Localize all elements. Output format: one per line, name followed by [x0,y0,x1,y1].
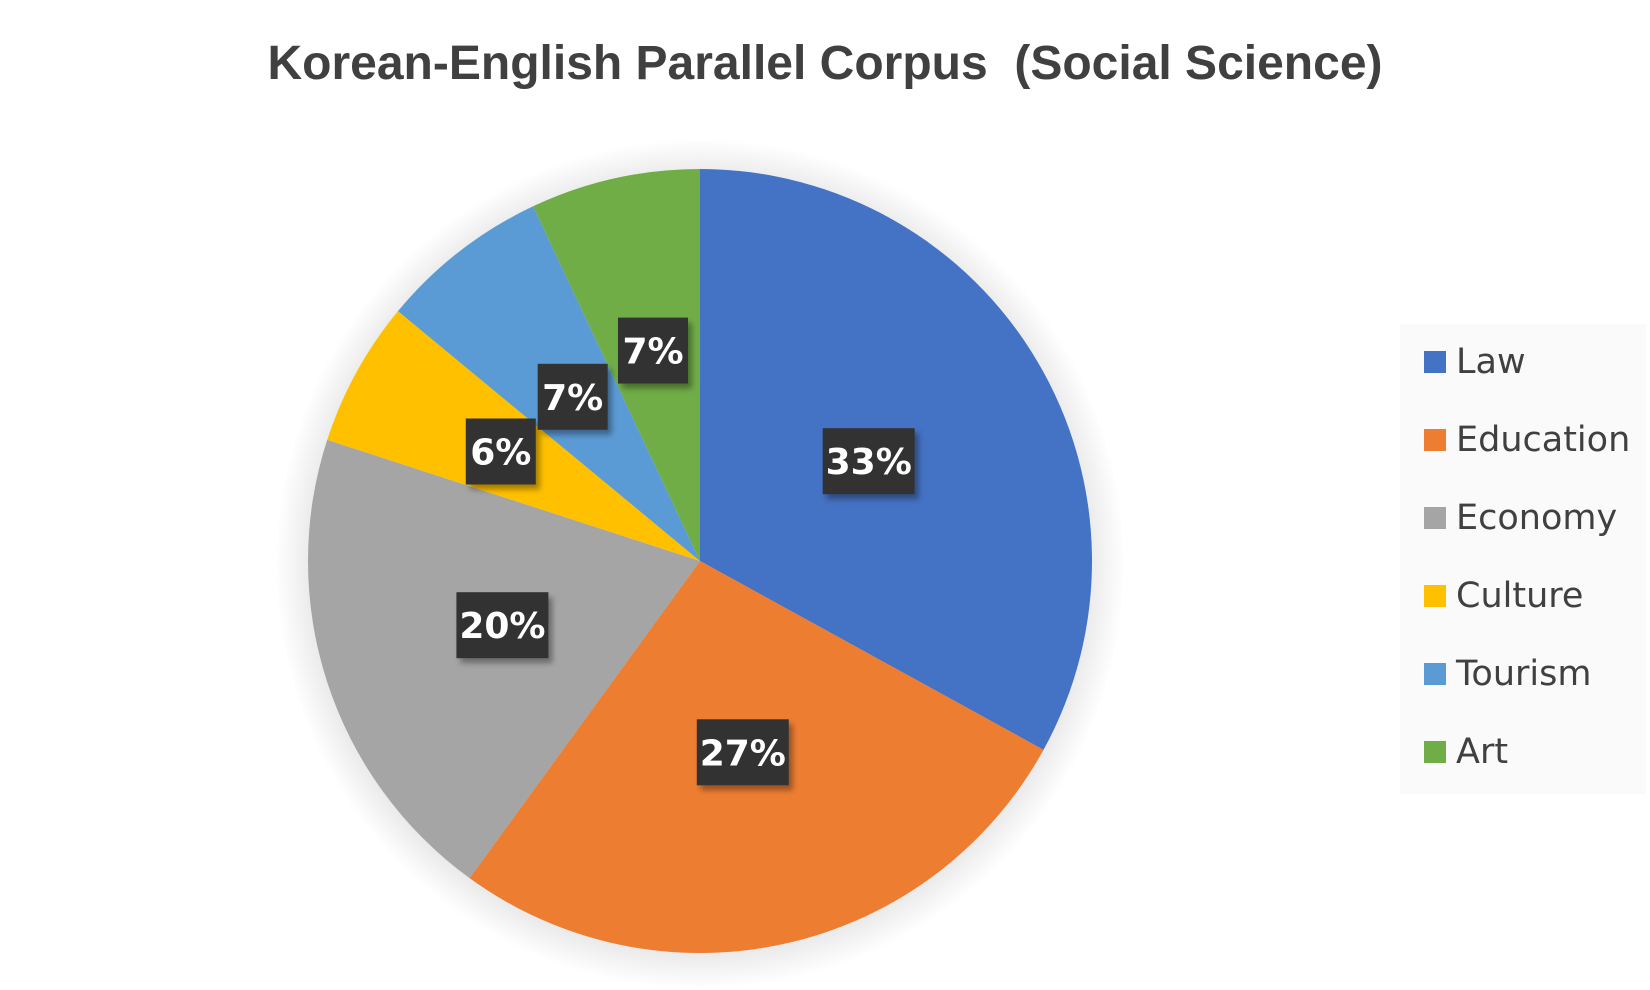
legend-label: Art [1456,732,1509,772]
data-label-box [696,719,789,786]
legend-item-tourism: Tourism [1424,654,1591,694]
legend-item-art: Art [1424,732,1508,772]
legend-label: Economy [1456,498,1618,538]
legend-item-culture: Culture [1424,576,1583,616]
data-label-law: 33% [822,428,915,495]
legend-swatch [1424,507,1446,529]
data-label-economy: 20% [456,592,549,659]
legend-item-economy: Economy [1424,498,1617,538]
data-label-box [822,428,915,495]
legend-swatch [1424,585,1446,607]
legend-item-law: Law [1424,342,1526,382]
pie-slice-art [533,169,700,561]
data-label-box [537,363,608,430]
legend-swatch [1424,429,1446,451]
data-label-box [465,418,536,485]
data-label-box [618,317,688,384]
data-label-text: 33% [826,442,912,483]
data-label-box [456,592,549,659]
data-label-culture: 6% [465,418,536,485]
legend-label: Tourism [1456,654,1592,694]
legend-label: Law [1456,342,1526,382]
data-label-text: 20% [459,606,545,647]
legend-swatch [1424,663,1446,685]
pie-slice-economy [308,439,700,879]
data-label-text: 6% [470,433,531,474]
data-label-text: 27% [700,733,786,774]
data-label-text: 7% [542,378,603,419]
pie-slices [308,169,1092,953]
data-label-art: 7% [618,317,688,384]
data-label-text: 7% [622,332,683,373]
legend-swatch [1424,741,1446,763]
legend-label: Education [1456,420,1631,460]
data-label-education: 27% [696,719,789,786]
legend-label: Culture [1456,576,1584,616]
legend-item-education: Education [1424,420,1630,460]
legend-swatch [1424,351,1446,373]
data-label-tourism: 7% [537,363,608,430]
data-labels: 33% 27% 20% 6% 7% 7% [456,317,915,786]
legend: Law Education Economy Culture Tourism Art [1400,324,1646,794]
chart-title: Korean-English Parallel Corpus (Social S… [267,37,1383,90]
